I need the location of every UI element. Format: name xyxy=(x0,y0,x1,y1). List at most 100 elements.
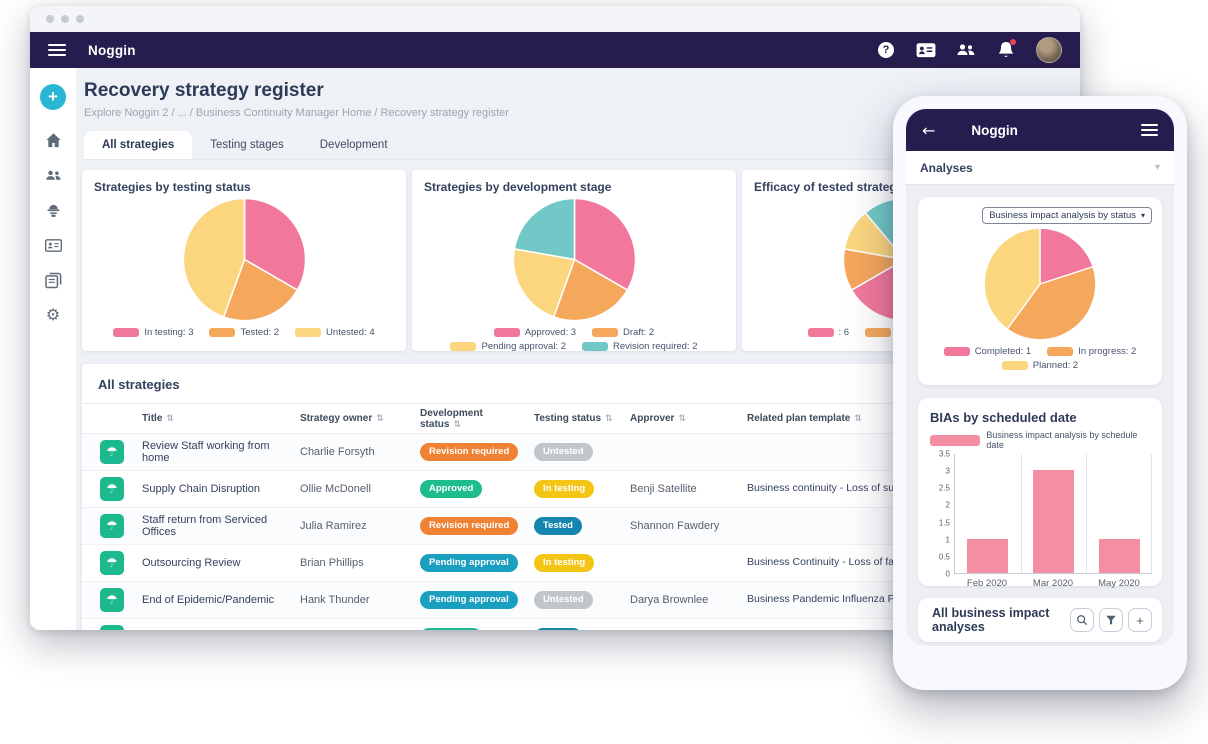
menu-icon[interactable] xyxy=(1141,124,1158,136)
cell-development-status: Pending approval xyxy=(416,545,530,582)
cell-testing-status: In testing xyxy=(530,471,626,508)
sort-icon[interactable]: ⇅ xyxy=(854,414,862,424)
status-pill: Approved xyxy=(420,628,483,630)
pie-chart xyxy=(424,196,724,323)
cell-owner: Brian Phillips xyxy=(300,557,364,569)
add-button[interactable]: + xyxy=(40,84,66,110)
cell-title: Staff return from Serviced Offices xyxy=(142,514,268,538)
documents-icon[interactable] xyxy=(44,271,62,289)
sort-icon[interactable]: ⇅ xyxy=(605,414,613,424)
table-row[interactable]: ☂ Supply Chain ReviewWendy Smith Approved T… xyxy=(82,619,1069,631)
legend-label: Pending approval: 2 xyxy=(481,341,566,352)
y-tick-label: 1.5 xyxy=(938,518,950,528)
legend-swatch xyxy=(493,328,520,337)
column-header-development-status[interactable]: Development status ⇅ xyxy=(420,407,483,430)
filter-icon xyxy=(1106,615,1116,625)
cell-development-status: Revision required xyxy=(416,508,530,545)
tab-all-strategies[interactable]: All strategies xyxy=(84,131,193,159)
cell-development-status: Approved xyxy=(416,471,530,508)
people-icon[interactable] xyxy=(956,40,976,60)
bar-chart-legend: Business impact analysis by schedule dat… xyxy=(930,430,1152,450)
sort-icon[interactable]: ⇅ xyxy=(453,419,461,430)
window-dot xyxy=(46,15,54,23)
legend-swatch xyxy=(113,328,140,337)
sort-icon[interactable]: ⇅ xyxy=(376,414,384,424)
sort-icon[interactable]: ⇅ xyxy=(678,414,686,424)
menu-icon[interactable] xyxy=(48,44,66,56)
column-header-icon xyxy=(82,404,138,434)
chart-legend: Approved: 3 Draft: 2 Pending approval: 2 Re… xyxy=(424,327,724,352)
x-tick-label: May 2020 xyxy=(1098,578,1140,589)
column-header-strategy-owner[interactable]: Strategy owner ⇅ xyxy=(300,413,384,424)
legend-swatch xyxy=(450,342,477,351)
search-button[interactable] xyxy=(1070,608,1094,632)
notifications-bell-icon[interactable] xyxy=(996,39,1016,60)
people-icon[interactable] xyxy=(44,166,62,184)
add-button[interactable]: + xyxy=(1128,608,1152,632)
filter-button[interactable] xyxy=(1099,608,1123,632)
cell-title: Supply Chain Review xyxy=(138,619,296,631)
status-pill: Revision required xyxy=(420,517,519,535)
legend-item: Planned: 2 xyxy=(1001,360,1079,371)
bar-chart-title: BIAs by scheduled date xyxy=(930,410,1077,425)
status-pill: Untested xyxy=(534,591,593,609)
user-avatar[interactable] xyxy=(1036,37,1062,63)
tab-development[interactable]: Development xyxy=(319,139,388,151)
left-sidebar: + ⚙ xyxy=(30,68,76,630)
home-icon[interactable] xyxy=(44,131,62,149)
column-header-approver[interactable]: Approver ⇅ xyxy=(630,413,686,424)
phone-app-title: Noggin xyxy=(971,122,1018,138)
contact-card-icon[interactable] xyxy=(44,236,62,254)
contact-card-icon[interactable] xyxy=(916,40,936,60)
analyses-dropdown[interactable]: Analyses ▾ xyxy=(906,151,1174,185)
cell-owner: Julia Ramirez xyxy=(300,520,367,532)
legend-item: Draft: 2 xyxy=(592,327,654,338)
chevron-down-icon: ▾ xyxy=(1140,211,1145,220)
cell-testing-status: Untested xyxy=(530,582,626,619)
notification-badge xyxy=(1010,39,1016,45)
column-header-related-plan-template[interactable]: Related plan template ⇅ xyxy=(747,413,862,424)
umbrella-icon: ☂ xyxy=(100,477,124,501)
hardhat-icon[interactable] xyxy=(44,201,62,219)
column-header-title[interactable]: Title ⇅ xyxy=(142,413,174,424)
status-pill: Pending approval xyxy=(420,591,518,609)
umbrella-icon: ☂ xyxy=(100,440,124,464)
umbrella-icon: ☂ xyxy=(100,551,124,575)
table-row[interactable]: ☂ Supply Chain Disruption Ollie McDonell Ap… xyxy=(82,471,1069,508)
help-icon[interactable]: ? xyxy=(876,40,896,60)
y-tick-label: 2.5 xyxy=(938,483,950,493)
phone-app-bar: ← Noggin xyxy=(906,109,1174,151)
bar xyxy=(1033,470,1074,573)
search-icon xyxy=(1077,615,1088,626)
settings-gear-icon[interactable]: ⚙ xyxy=(45,305,61,324)
gridline xyxy=(1151,454,1152,573)
bia-list-title: All business impact analyses xyxy=(932,606,1050,634)
bia-status-select[interactable]: Business impact analysis by status ▾ xyxy=(982,207,1152,224)
cell-approver: Darya Brownlee xyxy=(630,594,709,606)
cell-development-status: Pending approval xyxy=(416,582,530,619)
table-heading: All strategies xyxy=(98,377,180,392)
tab-testing-stages[interactable]: Testing stages xyxy=(210,139,284,151)
legend-label: Business impact analysis by schedule dat… xyxy=(986,430,1138,450)
legend-item: Completed: 1 xyxy=(943,346,1031,357)
legend-swatch xyxy=(1047,347,1074,356)
legend-label: Revision required: 2 xyxy=(613,341,698,352)
legend-label: : 6 xyxy=(838,327,850,338)
legend-swatch xyxy=(295,328,322,337)
sort-icon[interactable]: ⇅ xyxy=(166,414,174,424)
breadcrumb[interactable]: Explore Noggin 2 / ... / Business Contin… xyxy=(84,107,509,119)
legend-label: Tested: 2 xyxy=(240,327,280,338)
status-pill: Pending approval xyxy=(420,554,518,572)
umbrella-icon: ☂ xyxy=(100,625,124,630)
legend-label: Planned: 2 xyxy=(1032,360,1079,371)
bar-chart: 0 0.5 1 1.5 2 2.5 3 3.5 Feb 2020 Mar 2020 May 2020 xyxy=(930,450,1152,589)
legend-swatch xyxy=(930,434,981,446)
pie-chart xyxy=(94,196,394,323)
column-header-testing-status[interactable]: Testing status ⇅ xyxy=(534,413,613,424)
bar xyxy=(967,538,1009,573)
y-tick-label: 1 xyxy=(945,535,950,545)
y-tick-label: 0.5 xyxy=(938,552,950,562)
back-arrow-icon[interactable]: ← xyxy=(922,120,936,140)
chevron-down-icon: ▾ xyxy=(1154,162,1160,173)
legend-swatch xyxy=(582,342,608,351)
